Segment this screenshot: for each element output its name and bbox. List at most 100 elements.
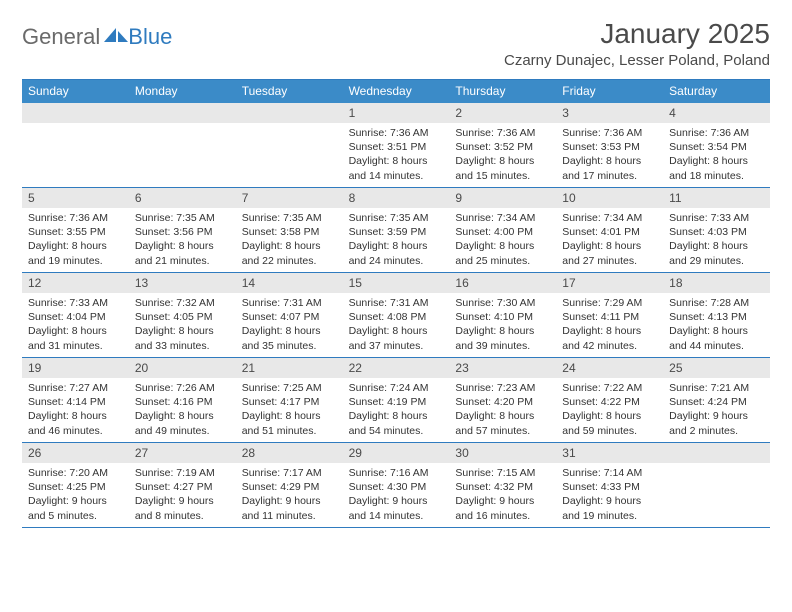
day-number-band: 19 <box>22 358 129 378</box>
sunrise-line: Sunrise: 7:21 AM <box>669 381 764 395</box>
day-number-band <box>236 103 343 123</box>
daylight-line-2: and 44 minutes. <box>669 339 764 353</box>
day-number-band: 1 <box>343 103 450 123</box>
dow-wednesday: Wednesday <box>343 80 450 103</box>
day-number: 3 <box>556 103 663 123</box>
day-details: Sunrise: 7:33 AMSunset: 4:03 PMDaylight:… <box>663 208 770 272</box>
daylight-line-1: Daylight: 8 hours <box>349 239 444 253</box>
daylight-line-1: Daylight: 8 hours <box>242 324 337 338</box>
logo-text-blue: Blue <box>128 24 172 50</box>
day-number-band: 4 <box>663 103 770 123</box>
sunrise-line: Sunrise: 7:30 AM <box>455 296 550 310</box>
sunset-line: Sunset: 4:10 PM <box>455 310 550 324</box>
daylight-line-2: and 16 minutes. <box>455 509 550 523</box>
daylight-line-1: Daylight: 9 hours <box>669 409 764 423</box>
day-number: 28 <box>236 443 343 463</box>
daylight-line-1: Daylight: 8 hours <box>135 409 230 423</box>
day-number: 23 <box>449 358 556 378</box>
sunrise-line: Sunrise: 7:14 AM <box>562 466 657 480</box>
day-cell: 1Sunrise: 7:36 AMSunset: 3:51 PMDaylight… <box>343 103 450 187</box>
sunrise-line: Sunrise: 7:15 AM <box>455 466 550 480</box>
day-details: Sunrise: 7:28 AMSunset: 4:13 PMDaylight:… <box>663 293 770 357</box>
daylight-line-1: Daylight: 8 hours <box>28 409 123 423</box>
sunrise-line: Sunrise: 7:36 AM <box>28 211 123 225</box>
sunrise-line: Sunrise: 7:16 AM <box>349 466 444 480</box>
sunset-line: Sunset: 4:25 PM <box>28 480 123 494</box>
logo-text-general: General <box>22 24 100 50</box>
day-details: Sunrise: 7:20 AMSunset: 4:25 PMDaylight:… <box>22 463 129 527</box>
day-number-band: 5 <box>22 188 129 208</box>
sunset-line: Sunset: 4:29 PM <box>242 480 337 494</box>
daylight-line-1: Daylight: 8 hours <box>28 239 123 253</box>
daylight-line-1: Daylight: 8 hours <box>135 239 230 253</box>
daylight-line-1: Daylight: 8 hours <box>242 239 337 253</box>
sunset-line: Sunset: 4:33 PM <box>562 480 657 494</box>
day-number: 16 <box>449 273 556 293</box>
sunrise-line: Sunrise: 7:17 AM <box>242 466 337 480</box>
calendar-page: General Blue January 2025 Czarny Dunajec… <box>0 0 792 528</box>
day-number-band: 27 <box>129 443 236 463</box>
day-cell <box>663 443 770 527</box>
day-cell: 10Sunrise: 7:34 AMSunset: 4:01 PMDayligh… <box>556 188 663 272</box>
day-number: 10 <box>556 188 663 208</box>
sunrise-line: Sunrise: 7:28 AM <box>669 296 764 310</box>
day-details: Sunrise: 7:16 AMSunset: 4:30 PMDaylight:… <box>343 463 450 527</box>
day-number: 2 <box>449 103 556 123</box>
sunrise-line: Sunrise: 7:22 AM <box>562 381 657 395</box>
sunset-line: Sunset: 4:08 PM <box>349 310 444 324</box>
daylight-line-2: and 21 minutes. <box>135 254 230 268</box>
daylight-line-1: Daylight: 9 hours <box>28 494 123 508</box>
day-details: Sunrise: 7:35 AMSunset: 3:58 PMDaylight:… <box>236 208 343 272</box>
sunrise-line: Sunrise: 7:25 AM <box>242 381 337 395</box>
daylight-line-1: Daylight: 9 hours <box>242 494 337 508</box>
daylight-line-1: Daylight: 9 hours <box>135 494 230 508</box>
day-number-band: 21 <box>236 358 343 378</box>
sunrise-line: Sunrise: 7:36 AM <box>562 126 657 140</box>
dow-thursday: Thursday <box>449 80 556 103</box>
day-details: Sunrise: 7:25 AMSunset: 4:17 PMDaylight:… <box>236 378 343 442</box>
day-cell: 24Sunrise: 7:22 AMSunset: 4:22 PMDayligh… <box>556 358 663 442</box>
day-cell <box>236 103 343 187</box>
day-number-band: 29 <box>343 443 450 463</box>
day-number: 5 <box>22 188 129 208</box>
day-cell: 18Sunrise: 7:28 AMSunset: 4:13 PMDayligh… <box>663 273 770 357</box>
sunrise-line: Sunrise: 7:19 AM <box>135 466 230 480</box>
day-cell: 19Sunrise: 7:27 AMSunset: 4:14 PMDayligh… <box>22 358 129 442</box>
day-details: Sunrise: 7:26 AMSunset: 4:16 PMDaylight:… <box>129 378 236 442</box>
day-number-band: 30 <box>449 443 556 463</box>
day-number: 11 <box>663 188 770 208</box>
sunrise-line: Sunrise: 7:34 AM <box>455 211 550 225</box>
day-number-band <box>22 103 129 123</box>
sunset-line: Sunset: 4:24 PM <box>669 395 764 409</box>
day-number-band: 15 <box>343 273 450 293</box>
day-cell: 27 Sunrise: 7:19 AMSunset: 4:27 PMDayligh… <box>129 443 236 527</box>
day-cell: 7Sunrise: 7:35 AMSunset: 3:58 PMDaylight… <box>236 188 343 272</box>
daylight-line-2: and 17 minutes. <box>562 169 657 183</box>
day-details: Sunrise: 7:17 AMSunset: 4:29 PMDaylight:… <box>236 463 343 527</box>
daylight-line-2: and 19 minutes. <box>28 254 123 268</box>
sunset-line: Sunset: 3:55 PM <box>28 225 123 239</box>
sunset-line: Sunset: 3:52 PM <box>455 140 550 154</box>
daylight-line-2: and 46 minutes. <box>28 424 123 438</box>
day-cell: 17Sunrise: 7:29 AMSunset: 4:11 PMDayligh… <box>556 273 663 357</box>
sunset-line: Sunset: 4:01 PM <box>562 225 657 239</box>
day-details: Sunrise: 7:36 AMSunset: 3:53 PMDaylight:… <box>556 123 663 187</box>
sunset-line: Sunset: 4:27 PM <box>135 480 230 494</box>
day-number-band <box>129 103 236 123</box>
day-cell: 14Sunrise: 7:31 AMSunset: 4:07 PMDayligh… <box>236 273 343 357</box>
day-cell: 8Sunrise: 7:35 AMSunset: 3:59 PMDaylight… <box>343 188 450 272</box>
daylight-line-2: and 18 minutes. <box>669 169 764 183</box>
daylight-line-2: and 29 minutes. <box>669 254 764 268</box>
day-details: Sunrise: 7:21 AMSunset: 4:24 PMDaylight:… <box>663 378 770 442</box>
day-details: Sunrise: 7:31 AMSunset: 4:07 PMDaylight:… <box>236 293 343 357</box>
day-details: Sunrise: 7:27 AMSunset: 4:14 PMDaylight:… <box>22 378 129 442</box>
day-number-band: 6 <box>129 188 236 208</box>
day-number: 29 <box>343 443 450 463</box>
day-cell <box>129 103 236 187</box>
weeks-container: 1Sunrise: 7:36 AMSunset: 3:51 PMDaylight… <box>22 103 770 528</box>
daylight-line-2: and 27 minutes. <box>562 254 657 268</box>
sunrise-line: Sunrise: 7:20 AM <box>28 466 123 480</box>
day-number: 27 <box>129 443 236 463</box>
day-number-band: 2 <box>449 103 556 123</box>
day-number-band: 14 <box>236 273 343 293</box>
